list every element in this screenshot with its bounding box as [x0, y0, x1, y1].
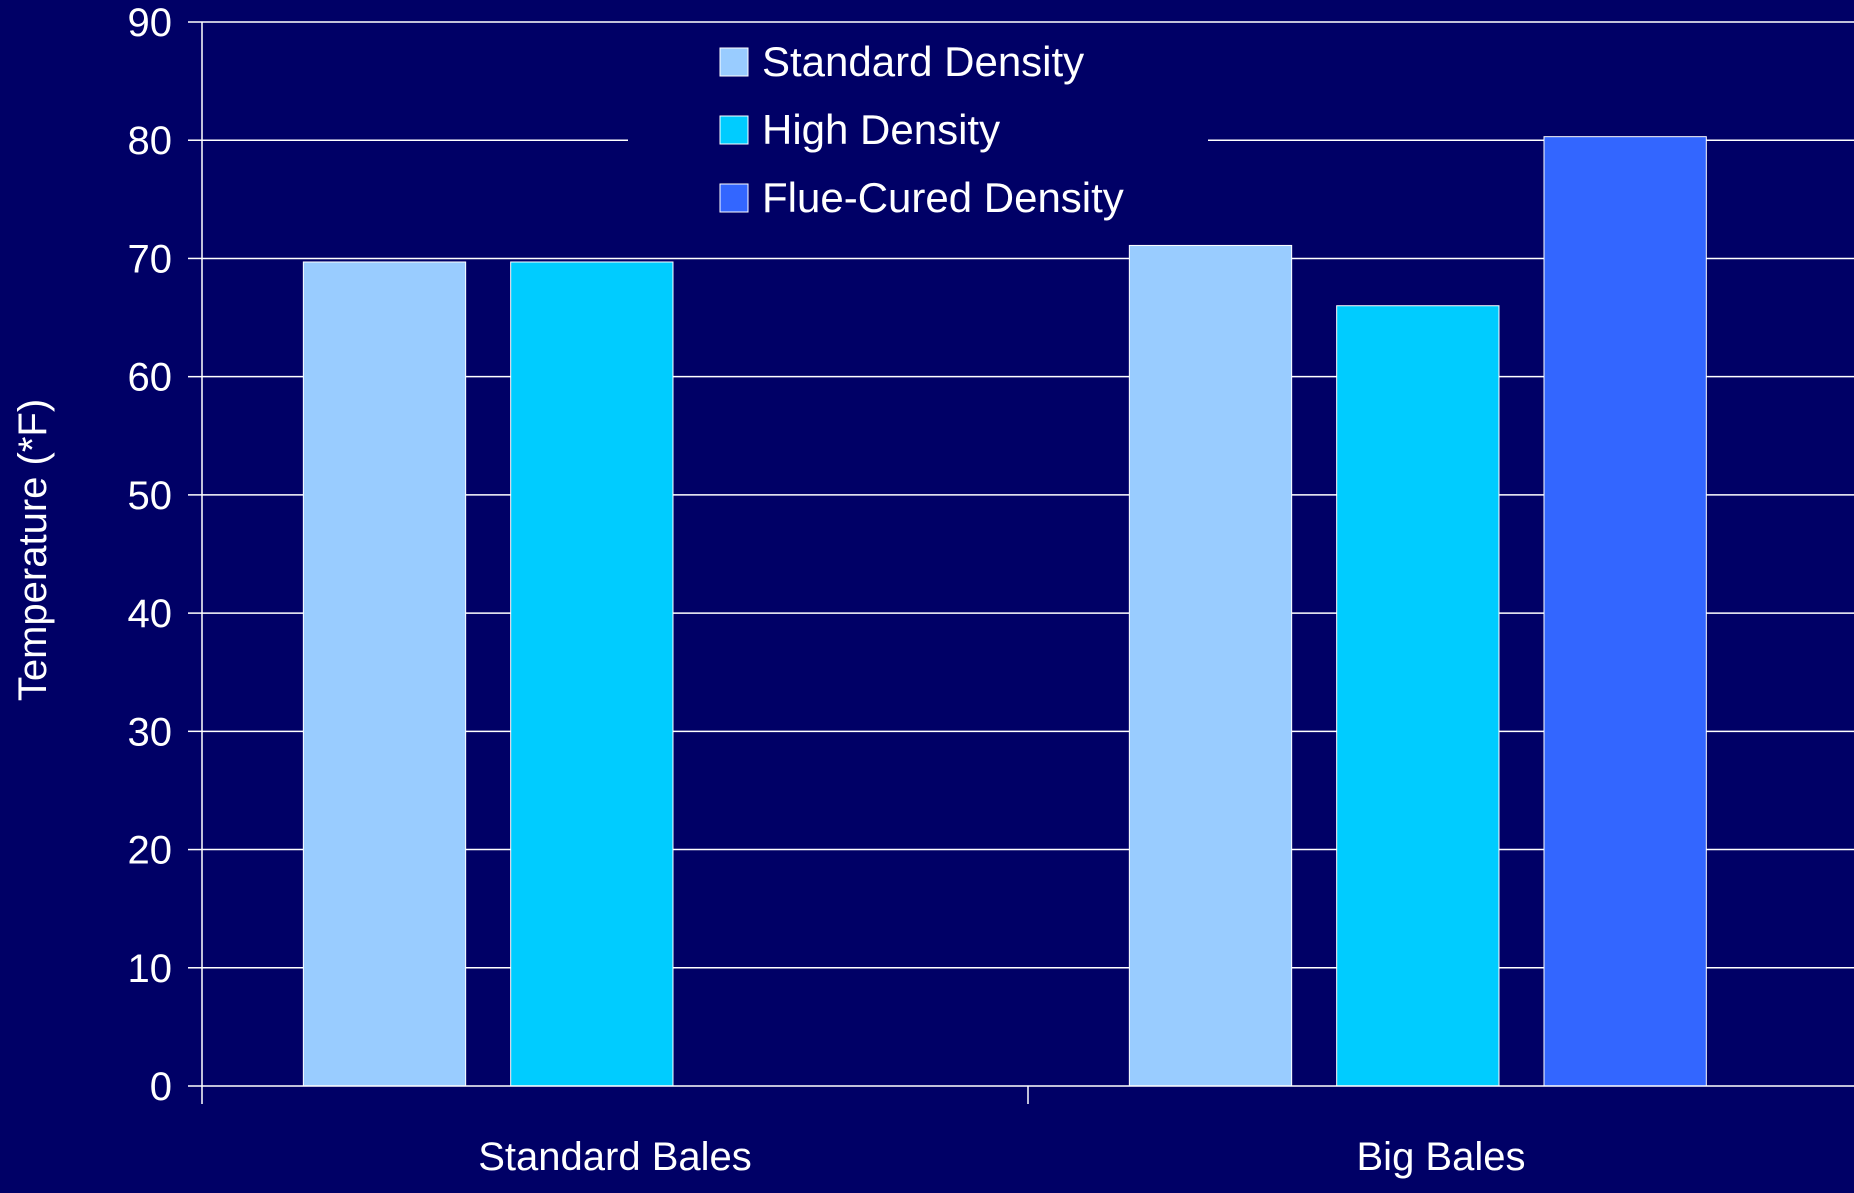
- y-tick-label: 90: [128, 1, 173, 45]
- y-tick-labels: 0 10 20 30 40 50 60 70 80 90: [128, 1, 173, 1109]
- y-tick-label: 0: [150, 1065, 172, 1109]
- legend-label: Standard Density: [762, 38, 1084, 85]
- bars: [302, 136, 1707, 1087]
- legend: Standard Density High Density Flue-Cured D…: [628, 30, 1208, 230]
- y-tick-label: 50: [128, 474, 173, 518]
- legend-swatch: [719, 183, 749, 213]
- y-tick-label: 30: [128, 710, 173, 754]
- bar-standard-density: [302, 261, 467, 1087]
- legend-label: Flue-Cured Density: [762, 174, 1124, 221]
- bar-standard-density: [1128, 244, 1293, 1087]
- y-tick-label: 10: [128, 947, 173, 991]
- y-axis-title: Temperature (*F): [11, 399, 55, 701]
- legend-swatch: [719, 47, 749, 77]
- y-tick-label: 20: [128, 829, 173, 873]
- y-tick-label: 60: [128, 356, 173, 400]
- legend-swatch: [719, 115, 749, 145]
- bar-high-density: [1336, 305, 1500, 1087]
- x-tick-labels: Standard Bales Big Bales: [478, 1135, 1525, 1179]
- x-tick-label: Standard Bales: [478, 1135, 752, 1179]
- y-tick-label: 80: [128, 119, 173, 163]
- y-tick-label: 40: [128, 592, 173, 636]
- legend-label: High Density: [762, 106, 1000, 153]
- axes: [188, 21, 1854, 1104]
- x-tick-label: Big Bales: [1357, 1135, 1526, 1179]
- bar-flue-cured-density: [1543, 136, 1707, 1087]
- bar-high-density: [510, 261, 674, 1087]
- y-tick-label: 70: [128, 237, 173, 281]
